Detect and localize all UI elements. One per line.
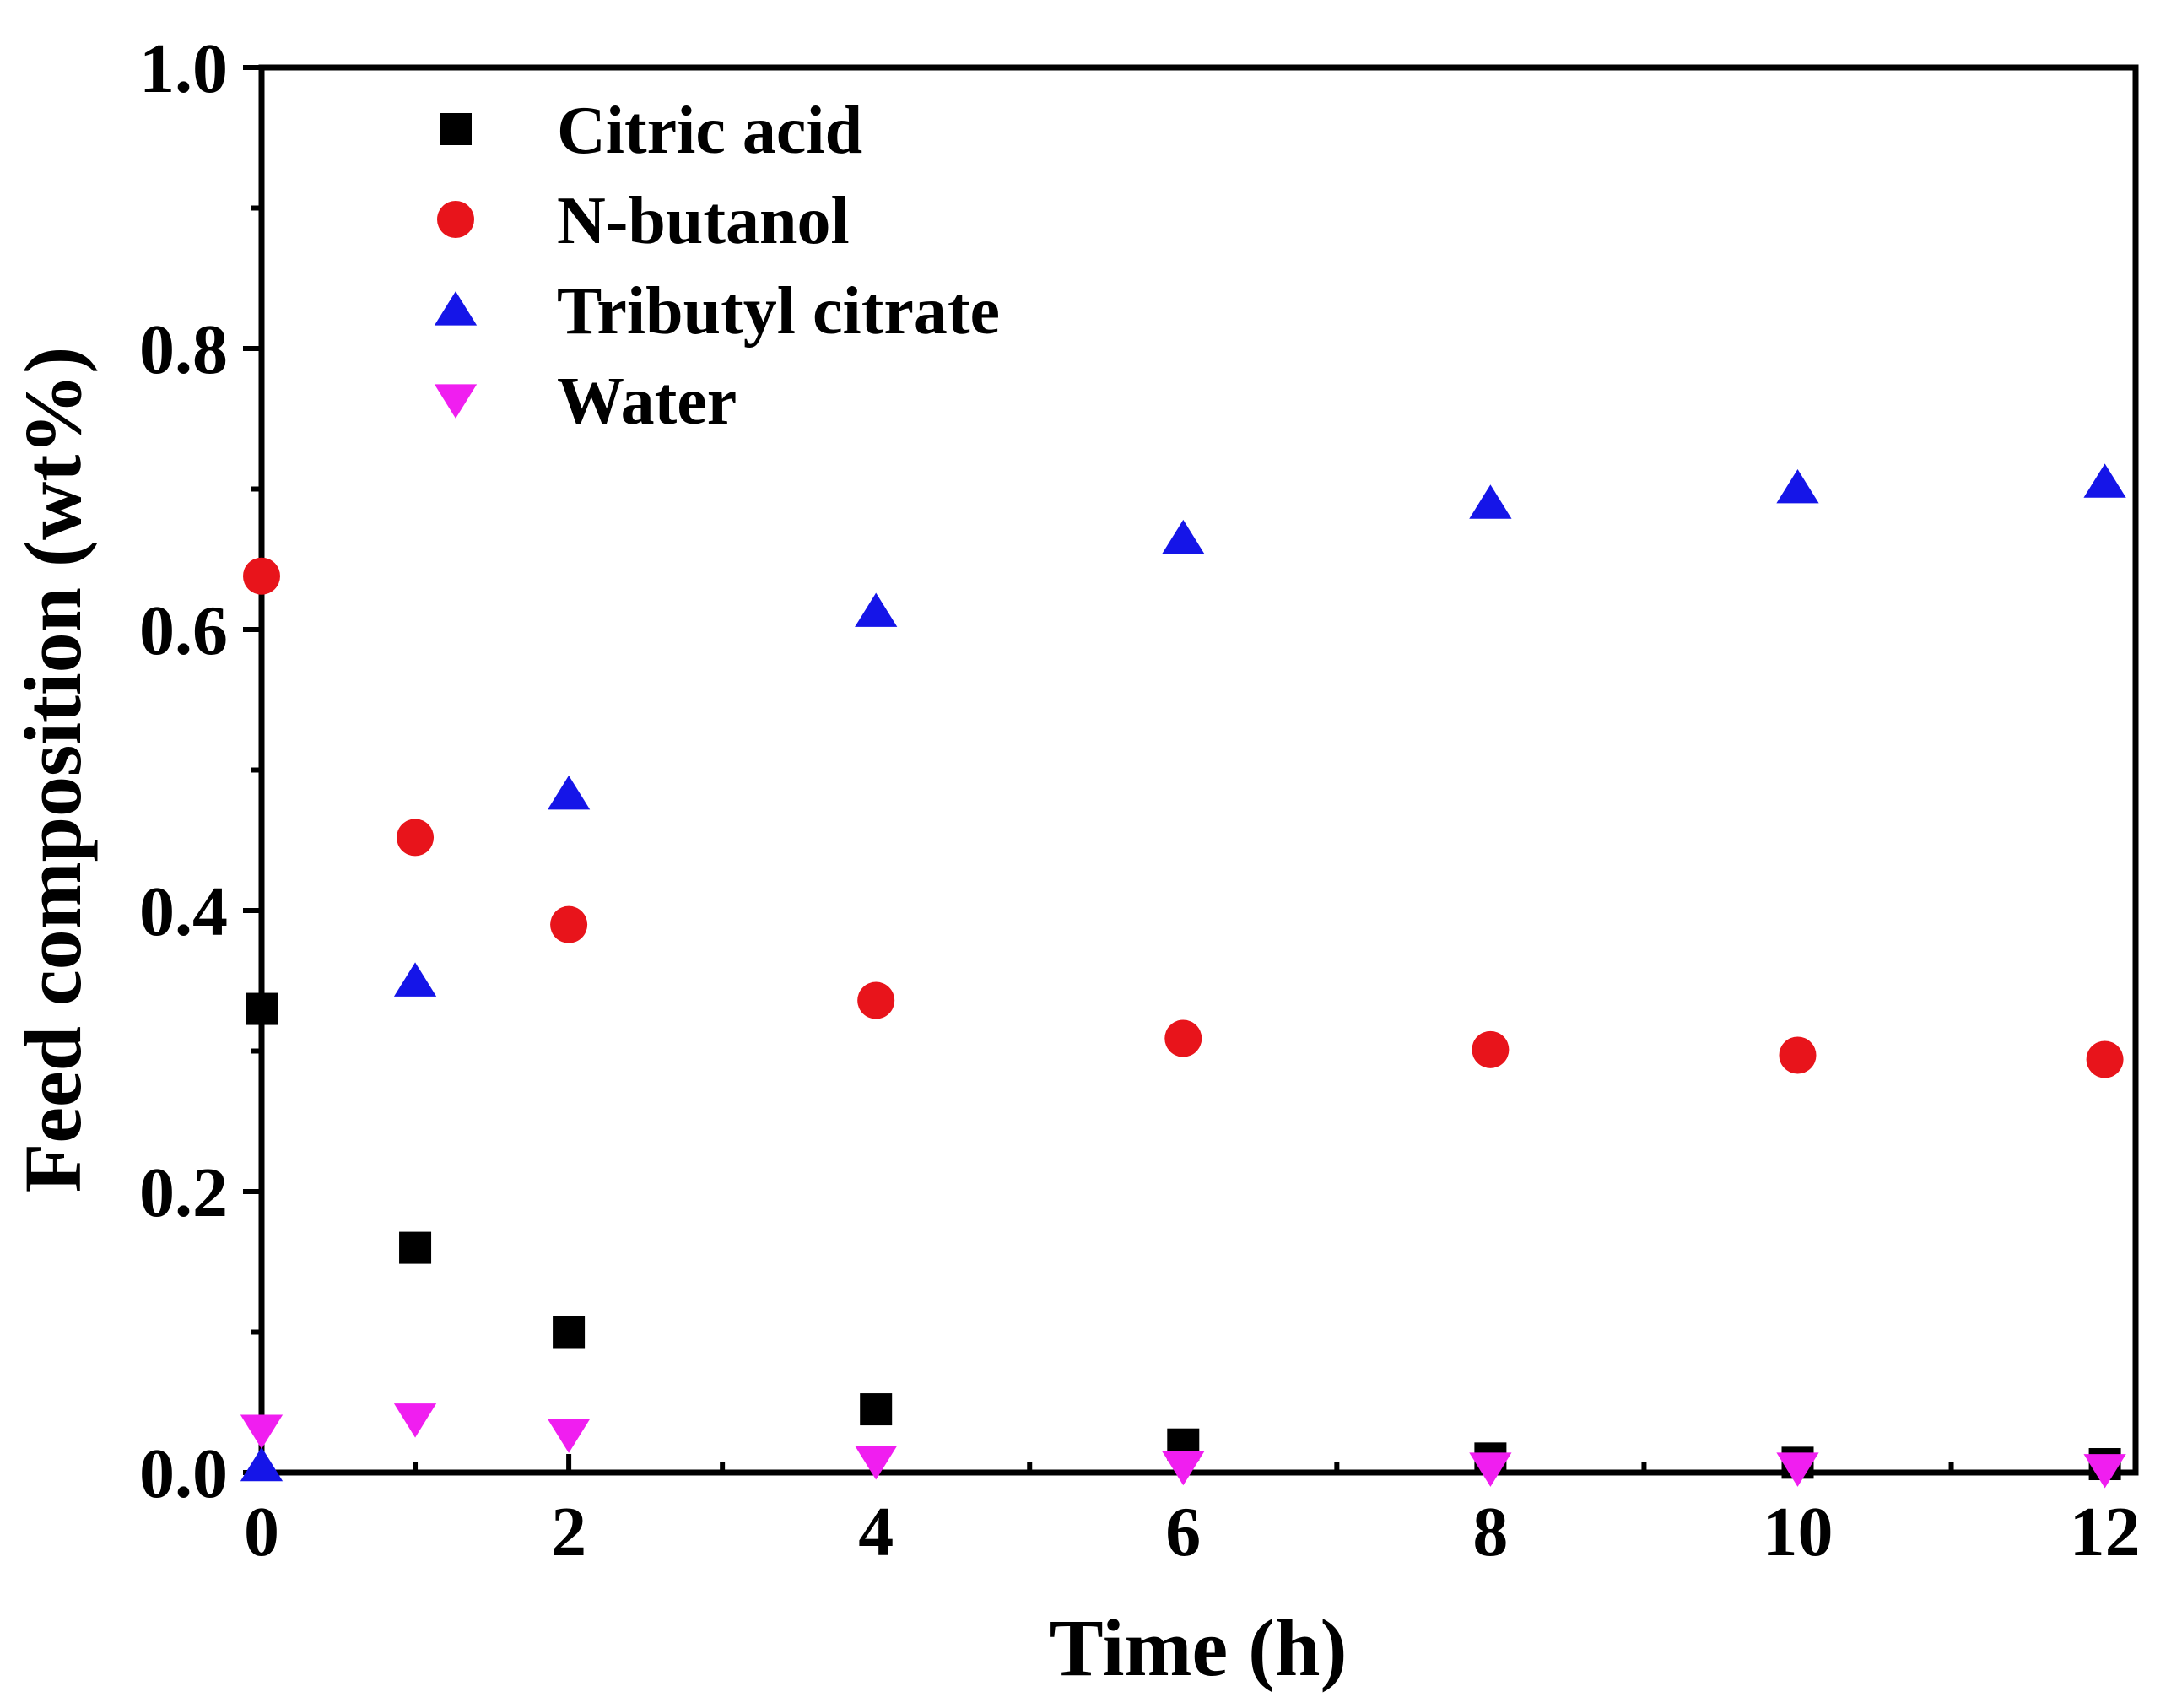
data-point (1776, 1452, 1819, 1487)
legend-label: Citric acid (557, 94, 862, 168)
data-point (1776, 468, 1819, 504)
legend-marker (440, 113, 472, 145)
data-point (2083, 463, 2126, 498)
data-point (547, 775, 591, 810)
data-point (860, 1393, 893, 1426)
series-n-butanol (243, 557, 2124, 1078)
data-point (393, 962, 437, 997)
legend-label: Water (557, 365, 737, 439)
data-point (857, 981, 895, 1019)
data-point (1469, 484, 1512, 519)
data-point (1162, 1451, 1205, 1486)
series (240, 463, 2126, 1489)
series-citric-acid (246, 992, 2121, 1481)
data-point (393, 1403, 437, 1438)
data-point (553, 1316, 586, 1349)
x-tick-label: 2 (551, 1493, 586, 1571)
legend-marker (437, 201, 474, 238)
x-tick-label: 10 (1762, 1493, 1833, 1571)
legend: Citric acid N-butanol Tributyl citrate Wate… (434, 94, 1000, 439)
axes (258, 64, 2139, 1476)
x-tick-label: 6 (1165, 1493, 1201, 1571)
ticks: 0 2 4 6 8 10 12 0.0 0.2 0.4 0.6 0.8 1.0 (139, 30, 2141, 1571)
data-point (399, 1231, 432, 1264)
data-point (2083, 1454, 2126, 1489)
data-point (240, 1446, 284, 1482)
y-tick-label: 0.0 (139, 1435, 228, 1513)
legend-marker (434, 291, 478, 326)
data-point (1779, 1036, 1817, 1074)
data-point (1469, 1452, 1512, 1487)
data-point (240, 1414, 284, 1449)
data-point (1164, 1019, 1202, 1057)
data-point (2086, 1040, 2124, 1078)
data-point (550, 905, 588, 943)
plot-frame (258, 64, 2139, 1476)
legend-marker (434, 384, 478, 419)
data-point (855, 1446, 898, 1480)
x-axis-title: Time (h) (1050, 1603, 1348, 1693)
y-tick-label: 0.2 (139, 1154, 228, 1232)
y-axis-title: Feed composition (wt%) (8, 347, 98, 1193)
x-tick-label: 12 (2070, 1493, 2141, 1571)
y-tick-label: 1.0 (139, 30, 228, 108)
data-point (243, 557, 280, 595)
x-tick-label: 0 (244, 1493, 279, 1571)
x-tick-label: 8 (1472, 1493, 1508, 1571)
data-point (1472, 1030, 1510, 1068)
y-tick-label: 0.6 (139, 592, 228, 670)
series-water (240, 1403, 2126, 1489)
legend-label: Tributyl citrate (557, 274, 1000, 349)
legend-label: N-butanol (557, 184, 850, 258)
data-point (397, 819, 435, 857)
series-tributyl-citrate (240, 463, 2126, 1482)
data-point (1162, 519, 1205, 554)
data-point (547, 1419, 591, 1453)
data-point (855, 592, 898, 627)
y-tick-label: 0.8 (139, 311, 228, 389)
y-tick-label: 0.4 (139, 873, 228, 951)
x-tick-label: 4 (858, 1493, 894, 1571)
data-point (246, 992, 278, 1025)
